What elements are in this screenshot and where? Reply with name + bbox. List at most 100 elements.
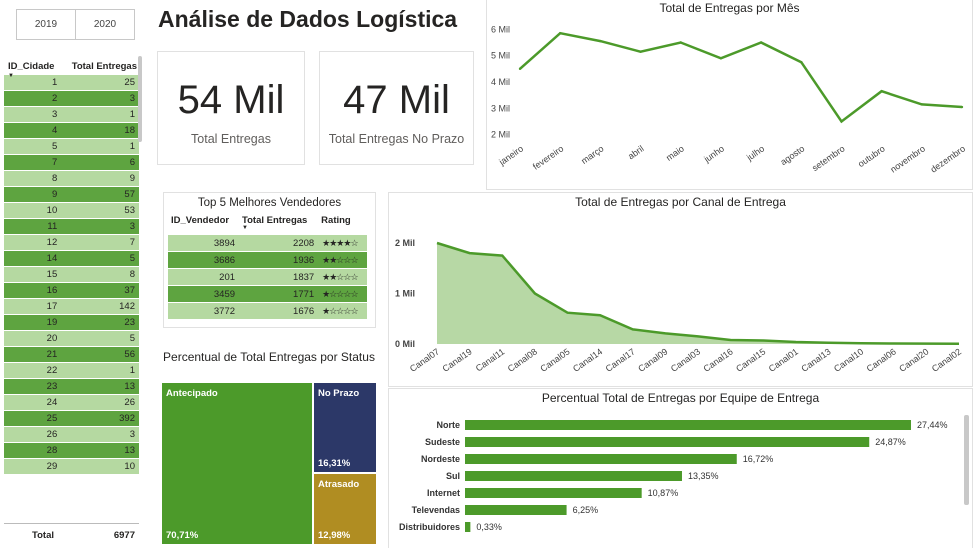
table-row[interactable]: 22 1 xyxy=(4,362,139,379)
x-tick-label: janeiro xyxy=(496,143,525,167)
series-area xyxy=(437,243,959,344)
city-table-grid: ID_Cidade ▼ Total Entregas 1 25 2 3 3 1 4 18 5 1 7… xyxy=(4,51,139,475)
cell-id-cidade: 9 xyxy=(4,186,62,203)
data-point xyxy=(920,103,924,106)
col-header-total-entregas[interactable]: Total Entregas ▼ xyxy=(239,215,318,235)
treemap-tile-antecipado[interactable]: Antecipado 70,71% xyxy=(162,383,312,544)
x-tick-label: Canal13 xyxy=(799,346,832,373)
cell-id-cidade: 28 xyxy=(4,442,62,459)
col-header-id-cidade[interactable]: ID_Cidade ▼ xyxy=(4,51,61,80)
bar-chart-svg: Norte 27,44% Sudeste 24,87% Nordeste 16,72% Su… xyxy=(399,420,948,532)
table-row[interactable]: 1 25 xyxy=(4,75,139,91)
treemap-title: Percentual de Total Entregas por Status xyxy=(163,350,375,364)
bar-data-label: 13,35% xyxy=(688,471,719,481)
rating-stars-icon: ★☆☆☆☆ xyxy=(318,302,367,320)
x-tick-label: agosto xyxy=(779,143,807,167)
cell-total: 2208 xyxy=(239,235,319,252)
table-row[interactable]: 25 392 xyxy=(4,410,139,427)
year-2020-button[interactable]: 2020 xyxy=(75,9,135,40)
bar-category-label: Internet xyxy=(427,488,460,498)
table-row[interactable]: 16 37 xyxy=(4,282,139,299)
sort-desc-icon: ▼ xyxy=(242,225,248,231)
table-row[interactable]: 201 1837 ★★☆☆☆ xyxy=(168,268,367,286)
x-tick-label: julho xyxy=(744,143,766,163)
table-row[interactable]: 29 10 xyxy=(4,458,139,475)
cell-total-entregas: 6 xyxy=(61,154,139,171)
cell-total-entregas: 13 xyxy=(61,378,139,395)
table-row[interactable]: 15 8 xyxy=(4,266,139,283)
treemap-tile-atrasado[interactable]: Atrasado 12,98% xyxy=(314,474,376,544)
table-row[interactable]: 3686 1936 ★★☆☆☆ xyxy=(168,251,367,269)
city-table-scrollbar[interactable] xyxy=(138,56,142,142)
treemap-tile-no-prazo[interactable]: No Prazo 16,31% xyxy=(314,383,376,472)
sort-desc-icon: ▼ xyxy=(8,73,14,79)
bar-chart-scrollbar[interactable] xyxy=(964,415,969,505)
cell-id: 3772 xyxy=(168,302,240,320)
bar-data-label: 6,25% xyxy=(573,505,599,515)
col-header-total-entregas[interactable]: Total Entregas xyxy=(71,60,137,72)
cell-id-cidade: 3 xyxy=(4,106,62,123)
data-point xyxy=(599,39,602,43)
table-row[interactable]: 20 5 xyxy=(4,330,139,347)
table-row[interactable]: 23 13 xyxy=(4,378,139,395)
treemap-tile-label: Atrasado xyxy=(318,479,360,490)
table-row[interactable]: 17 142 xyxy=(4,298,139,315)
table-row[interactable]: 11 3 xyxy=(4,218,139,235)
table-row[interactable]: 14 5 xyxy=(4,250,139,267)
x-tick-label: dezembro xyxy=(929,143,968,174)
top5-vendedores-table: Top 5 Melhores Vendedores ID_Vendedor To… xyxy=(163,192,376,328)
cell-total-entregas: 13 xyxy=(61,442,139,459)
table-row[interactable]: 10 53 xyxy=(4,202,139,219)
x-tick-label: novembro xyxy=(888,143,927,174)
cell-id: 3894 xyxy=(168,235,240,252)
table-row[interactable]: 21 56 xyxy=(4,346,139,363)
cell-total: 1837 xyxy=(239,268,319,286)
table-row[interactable]: 12 7 xyxy=(4,234,139,251)
col-header-id-vendedor[interactable]: ID_Vendedor xyxy=(171,215,230,226)
table-row[interactable]: 4 18 xyxy=(4,122,139,139)
channel-deliveries-chart: Total de Entregas por Canal de Entrega 0… xyxy=(388,192,973,387)
cell-total-entregas: 9 xyxy=(61,170,139,187)
rating-stars-icon: ★★☆☆☆ xyxy=(318,268,367,286)
kpi-label: Total Entregas xyxy=(191,132,271,146)
table-row[interactable]: 3772 1676 ★☆☆☆☆ xyxy=(168,302,367,320)
cell-id-cidade: 14 xyxy=(4,250,62,267)
table-row[interactable]: 9 57 xyxy=(4,186,139,203)
cell-total: 1771 xyxy=(239,285,319,303)
cell-total-entregas: 5 xyxy=(61,250,139,267)
city-total-row: Total 6977 xyxy=(4,523,139,546)
col-header-rating[interactable]: Rating xyxy=(321,215,351,226)
x-tick-label: maio xyxy=(664,143,686,162)
bar xyxy=(465,420,911,430)
rating-stars-icon: ★☆☆☆☆ xyxy=(318,285,367,303)
cell-id-cidade: 24 xyxy=(4,394,62,411)
year-2019-button[interactable]: 2019 xyxy=(16,9,76,40)
table-row[interactable]: 26 3 xyxy=(4,426,139,443)
cell-id-cidade: 11 xyxy=(4,218,62,235)
chart-title: Total de Entregas por Canal de Entrega xyxy=(575,195,786,209)
cell-id-cidade: 21 xyxy=(4,346,62,363)
table-row[interactable]: 19 23 xyxy=(4,314,139,331)
table-row[interactable]: 28 13 xyxy=(4,442,139,459)
table-row[interactable]: 24 26 xyxy=(4,394,139,411)
x-tick-label: Canal14 xyxy=(571,346,604,373)
table-row[interactable]: 3894 2208 ★★★★☆ xyxy=(168,235,367,252)
total-value: 6977 xyxy=(113,530,135,541)
table-row[interactable]: 3459 1771 ★☆☆☆☆ xyxy=(168,285,367,303)
cell-total-entregas: 3 xyxy=(61,426,139,443)
data-point xyxy=(960,105,964,109)
cell-id-cidade: 10 xyxy=(4,202,62,219)
data-point xyxy=(639,50,642,53)
bar-category-label: Nordeste xyxy=(421,454,460,464)
x-tick-label: março xyxy=(579,143,605,166)
cell-id-cidade: 26 xyxy=(4,426,62,443)
cell-total-entregas: 57 xyxy=(61,186,139,203)
cell-total-entregas: 18 xyxy=(61,122,139,139)
cell-total-entregas: 37 xyxy=(61,282,139,299)
